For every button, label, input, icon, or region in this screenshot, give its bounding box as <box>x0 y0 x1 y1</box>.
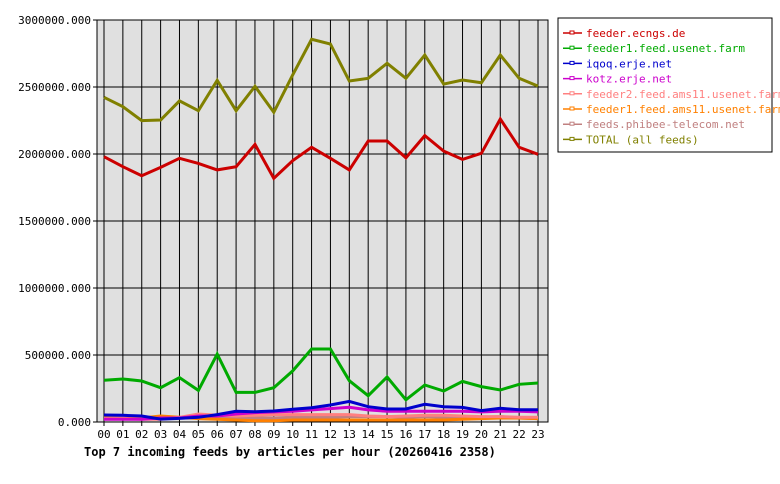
x-tick-label: 05 <box>192 428 205 441</box>
legend-point-marker <box>569 60 575 65</box>
legend-item: feeder2.feed.ams11.usenet.farm <box>563 88 780 101</box>
x-axis: 00 01 02 03 04 05 06 07 08 09 10 11 12 13 14 15 16 17 18 19… <box>97 428 544 441</box>
legend-item: TOTAL (all feeds) <box>563 133 699 146</box>
x-tick-label: 07 <box>229 428 242 441</box>
x-tick-label: 21 <box>494 428 507 441</box>
x-tick-label: 04 <box>173 428 187 441</box>
chart-title: Top 7 incoming feeds by articles per hou… <box>84 445 496 459</box>
legend-label: feeder1.feed.usenet.farm <box>586 42 745 55</box>
legend-label: iqoq.erje.net <box>586 57 672 70</box>
x-tick-label: 10 <box>286 428 299 441</box>
x-tick-label: 03 <box>154 428 167 441</box>
legend-box <box>557 17 773 153</box>
legend-label: kotz.erje.net <box>586 73 672 86</box>
x-tick-label: 13 <box>343 428 356 441</box>
legend-point-marker <box>569 91 575 96</box>
x-tick-label: 12 <box>324 428 337 441</box>
legend-point-marker <box>569 136 575 141</box>
x-tick-label: 16 <box>399 428 412 441</box>
x-tick-label: 17 <box>418 428 431 441</box>
y-tick-label: 2000000.000 <box>18 148 91 161</box>
grid <box>93 19 548 426</box>
x-tick-label: 18 <box>437 428 450 441</box>
x-tick-label: 14 <box>362 428 376 441</box>
y-tick-label: 0.000 <box>58 416 91 429</box>
x-tick-label: 22 <box>513 428 526 441</box>
series-line-6 <box>103 116 539 181</box>
y-tick-label: 1000000.000 <box>18 282 91 295</box>
legend-item: feeds.phibee-telecom.net <box>563 118 745 131</box>
x-tick-label: 23 <box>531 428 544 441</box>
legend-point-marker <box>569 106 575 111</box>
y-tick-label: 500000.000 <box>25 349 91 362</box>
legend-point-marker <box>569 76 575 81</box>
x-tick-label: 08 <box>248 428 261 441</box>
x-tick-label: 15 <box>380 428 393 441</box>
legend-point-marker <box>569 45 575 50</box>
legend-label: feeder2.feed.ams11.usenet.farm <box>586 88 780 101</box>
legend-item: iqoq.erje.net <box>563 57 672 70</box>
y-tick-label: 1500000.000 <box>18 215 91 228</box>
legend-item: feeder.ecngs.de <box>563 27 685 40</box>
x-tick-label: 06 <box>211 428 224 441</box>
legend-item: kotz.erje.net <box>563 73 672 86</box>
series-lines <box>103 37 539 423</box>
x-tick-label: 01 <box>116 428 129 441</box>
x-tick-label: 00 <box>97 428 110 441</box>
legend-point-marker <box>569 30 575 35</box>
legend-point-marker <box>569 121 575 126</box>
x-tick-label: 02 <box>135 428 148 441</box>
x-tick-label: 11 <box>305 428 318 441</box>
legend-item: feeder1.feed.ams11.usenet.farm <box>563 103 780 116</box>
legend-label: feeds.phibee-telecom.net <box>586 118 745 131</box>
y-axis: 0.000 500000.000 1000000.000 1500000.000 200… <box>18 14 91 429</box>
legend-label: feeder.ecngs.de <box>586 27 685 40</box>
legend-label: TOTAL (all feeds) <box>586 133 699 146</box>
legend: feeder.ecngs.de feeder1.feed.usenet.farm i… <box>557 17 780 153</box>
y-tick-label: 2500000.000 <box>18 81 91 94</box>
legend-label: feeder1.feed.ams11.usenet.farm <box>586 103 780 116</box>
series-line-4 <box>103 399 538 421</box>
series-line-5 <box>103 347 539 402</box>
series-line-7 <box>103 37 539 123</box>
x-tick-label: 09 <box>267 428 280 441</box>
x-tick-label: 19 <box>456 428 469 441</box>
x-tick-label: 20 <box>475 428 488 441</box>
y-tick-label: 3000000.000 <box>18 14 91 27</box>
legend-item: feeder1.feed.usenet.farm <box>563 42 745 55</box>
